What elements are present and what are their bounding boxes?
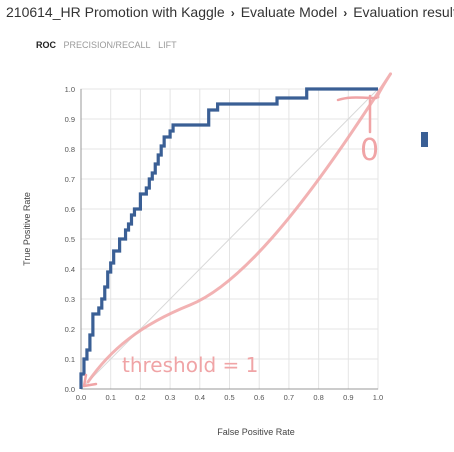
y-tick-label: 1.0 [65,85,75,94]
tab-lift[interactable]: LIFT [158,40,177,50]
breadcrumb-separator-icon: › [343,6,348,20]
annotation-text: threshold = 1 [122,353,258,377]
y-tick-label: 0.7 [65,175,75,184]
annotation-scribble [86,72,393,384]
x-tick-label: 0.7 [284,393,294,402]
annotation-side-text: 0 [360,133,379,168]
breadcrumb: 210614_HR Promotion with Kaggle › Evaluate… [6,4,454,20]
breadcrumb-separator-icon: › [230,6,235,20]
y-tick-label: 0.6 [65,205,75,214]
y-tick-label: 0.2 [65,325,75,334]
x-tick-label: 0.9 [343,393,353,402]
y-tick-label: 0.3 [65,295,75,304]
y-tick-label: 0.0 [65,385,75,394]
y-tick-label: 0.8 [65,145,75,154]
y-tick-label: 0.4 [65,265,75,274]
x-tick-label: 0.1 [105,393,115,402]
tab-roc[interactable]: ROC [36,40,56,50]
side-marker[interactable] [421,132,428,147]
annotations: 0 threshold = 1 [82,72,393,388]
annotation-arrow-icon [82,373,98,388]
x-tick-label: 0.6 [254,393,264,402]
y-axis-label: True Positive Rate [22,192,32,266]
chart-tabs: ROC PRECISION/RECALL LIFT [36,40,182,50]
x-tick-label: 0.2 [135,393,145,402]
roc-curve-line [79,87,378,389]
x-tick-label: 0.5 [224,393,234,402]
breadcrumb-module[interactable]: Evaluate Model [240,4,338,20]
x-tick-label: 1.0 [373,393,383,402]
y-tick-label: 0.5 [65,235,75,244]
x-tick-label: 0.8 [313,393,323,402]
x-tick-label: 0.3 [165,393,175,402]
breadcrumb-page: Evaluation results [353,4,454,20]
y-tick-label: 0.1 [65,355,75,364]
x-axis-label: False Positive Rate [217,427,295,437]
annotation-scribble-top [336,94,378,134]
x-tick-label: 0.0 [76,393,86,402]
breadcrumb-experiment[interactable]: 210614_HR Promotion with Kaggle [6,4,225,20]
tab-precision-recall[interactable]: PRECISION/RECALL [63,40,151,50]
chart-ticks: 0.0 0.1 0.2 0.3 0.4 0.5 0.6 0.7 0.8 0.9 1.0 0.0 0.1 0… [65,85,384,402]
y-tick-label: 0.9 [65,115,75,124]
x-tick-label: 0.4 [195,393,205,402]
